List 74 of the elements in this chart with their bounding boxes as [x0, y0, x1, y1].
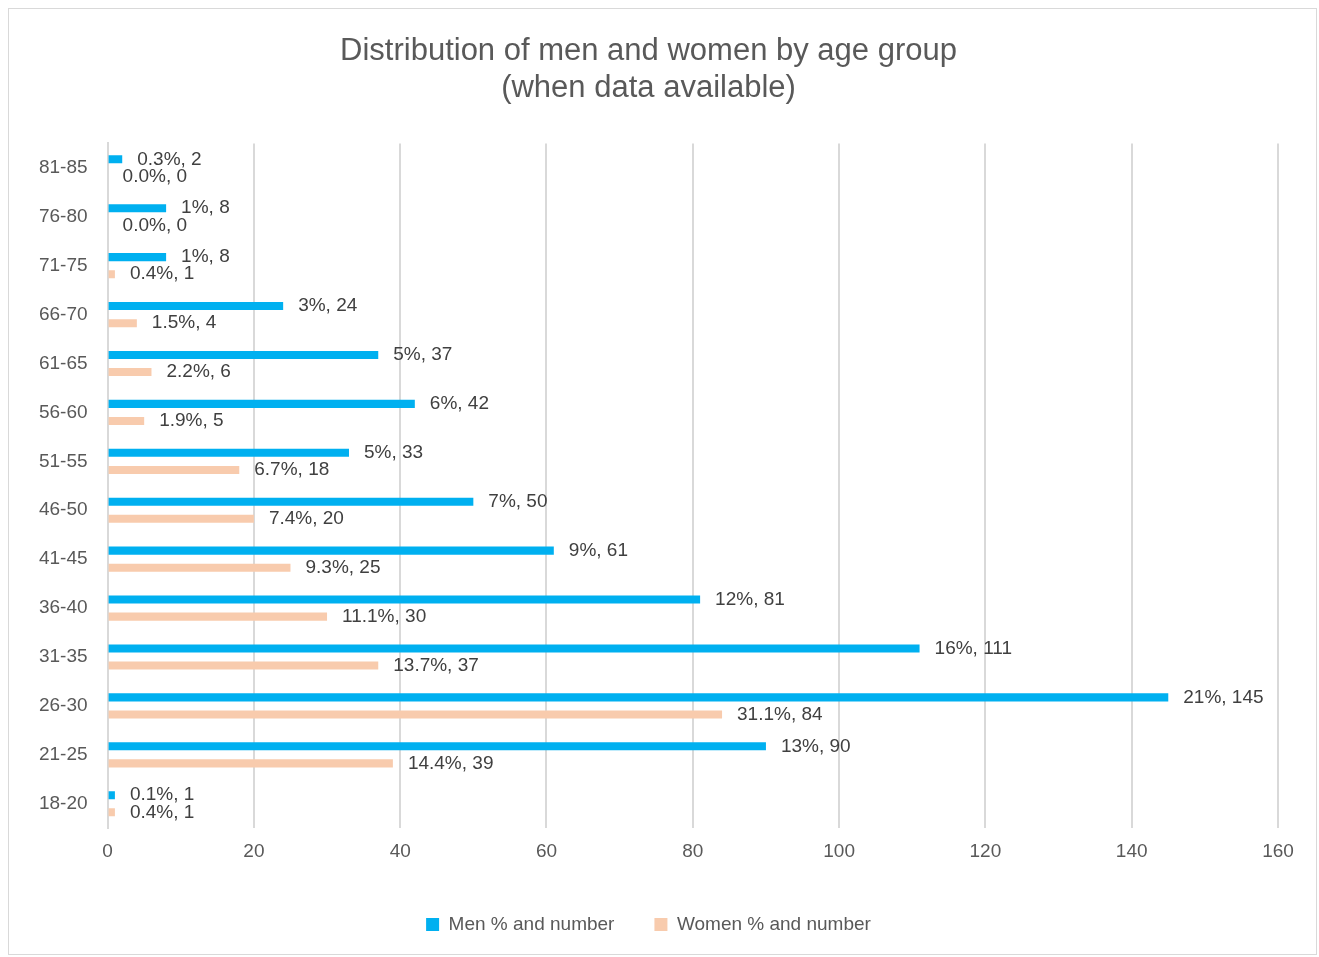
bar [108, 563, 291, 572]
bar [108, 644, 920, 653]
bar [108, 465, 240, 474]
legend-label: Men % and number [448, 912, 616, 934]
bar [108, 514, 254, 523]
bar [108, 595, 701, 604]
bar [108, 448, 349, 457]
bar [108, 546, 554, 555]
y-tick-label: 41-45 [38, 547, 88, 569]
data-label: 11.1%, 30 [342, 604, 427, 626]
bar [108, 693, 1169, 702]
y-tick-label: 51-55 [38, 449, 88, 471]
x-tick-label: 100 [823, 839, 855, 861]
y-tick-label: 31-35 [38, 645, 88, 667]
data-label: 5%, 37 [393, 343, 453, 365]
chart-title: Distribution of men and women by age group (when data available) [340, 32, 957, 105]
bar [108, 791, 115, 800]
x-tick-label: 160 [1262, 839, 1294, 861]
data-label: 9.3%, 25 [305, 555, 381, 577]
data-label: 1.9%, 5 [159, 409, 224, 431]
bar [108, 497, 474, 506]
data-label: 6.7%, 18 [254, 458, 330, 480]
data-label: 9%, 61 [568, 538, 628, 560]
data-label: 1.5%, 4 [151, 311, 217, 333]
bar [108, 204, 167, 213]
data-label: 2.2%, 6 [166, 360, 231, 382]
data-label: 0.1%, 1 [129, 783, 195, 805]
bar [108, 759, 393, 768]
bar [108, 416, 145, 426]
x-tick-label: 140 [1115, 839, 1148, 861]
x-tick-label: 120 [969, 839, 1002, 861]
bar [108, 661, 379, 670]
y-tick-label: 76-80 [38, 205, 88, 227]
data-label: 7.4%, 20 [268, 507, 344, 529]
y-tick-label: 56-60 [38, 400, 88, 422]
y-tick-label: 66-70 [38, 302, 88, 324]
data-label: 16%, 111 [934, 636, 1013, 658]
bar [108, 253, 167, 262]
legend-label: Women % and number [676, 912, 872, 934]
y-tick-label: 46-50 [38, 498, 88, 520]
data-label: 14.4%, 39 [407, 751, 494, 773]
data-label: 21%, 145 [1183, 685, 1264, 707]
data-label: 6%, 42 [429, 392, 489, 414]
data-label: 7%, 50 [488, 489, 548, 511]
data-label: 13.7%, 37 [393, 653, 479, 675]
x-tick-label: 0 [102, 839, 113, 861]
data-label: 5%, 33 [363, 441, 424, 463]
data-label: 13%, 90 [780, 734, 851, 756]
bar [108, 319, 137, 328]
y-tick-label: 81-85 [38, 156, 88, 178]
y-tick-label: 18-20 [38, 791, 88, 813]
bar [108, 612, 328, 621]
y-tick-label: 71-75 [38, 253, 88, 275]
bar [108, 742, 766, 751]
y-tick-label: 61-65 [38, 351, 88, 373]
data-label: 12%, 81 [715, 587, 785, 609]
bar [108, 399, 415, 408]
y-tick-label: 26-30 [38, 694, 88, 716]
x-tick-label: 60 [535, 839, 558, 861]
bar [108, 302, 284, 311]
bar [108, 155, 123, 164]
bar [108, 808, 115, 817]
data-label: 3%, 24 [298, 294, 358, 316]
bar [108, 368, 152, 377]
x-tick-label: 40 [389, 839, 411, 861]
x-tick-label: 80 [682, 839, 704, 861]
y-tick-label: 36-40 [38, 596, 88, 618]
bar [108, 710, 723, 719]
bar [108, 350, 379, 359]
x-tick-label: 20 [243, 839, 265, 861]
data-label: 31.1%, 84 [737, 702, 824, 724]
bar [108, 270, 115, 279]
y-tick-label: 21-25 [38, 743, 88, 765]
data-label: 0.3%, 2 [137, 147, 202, 169]
